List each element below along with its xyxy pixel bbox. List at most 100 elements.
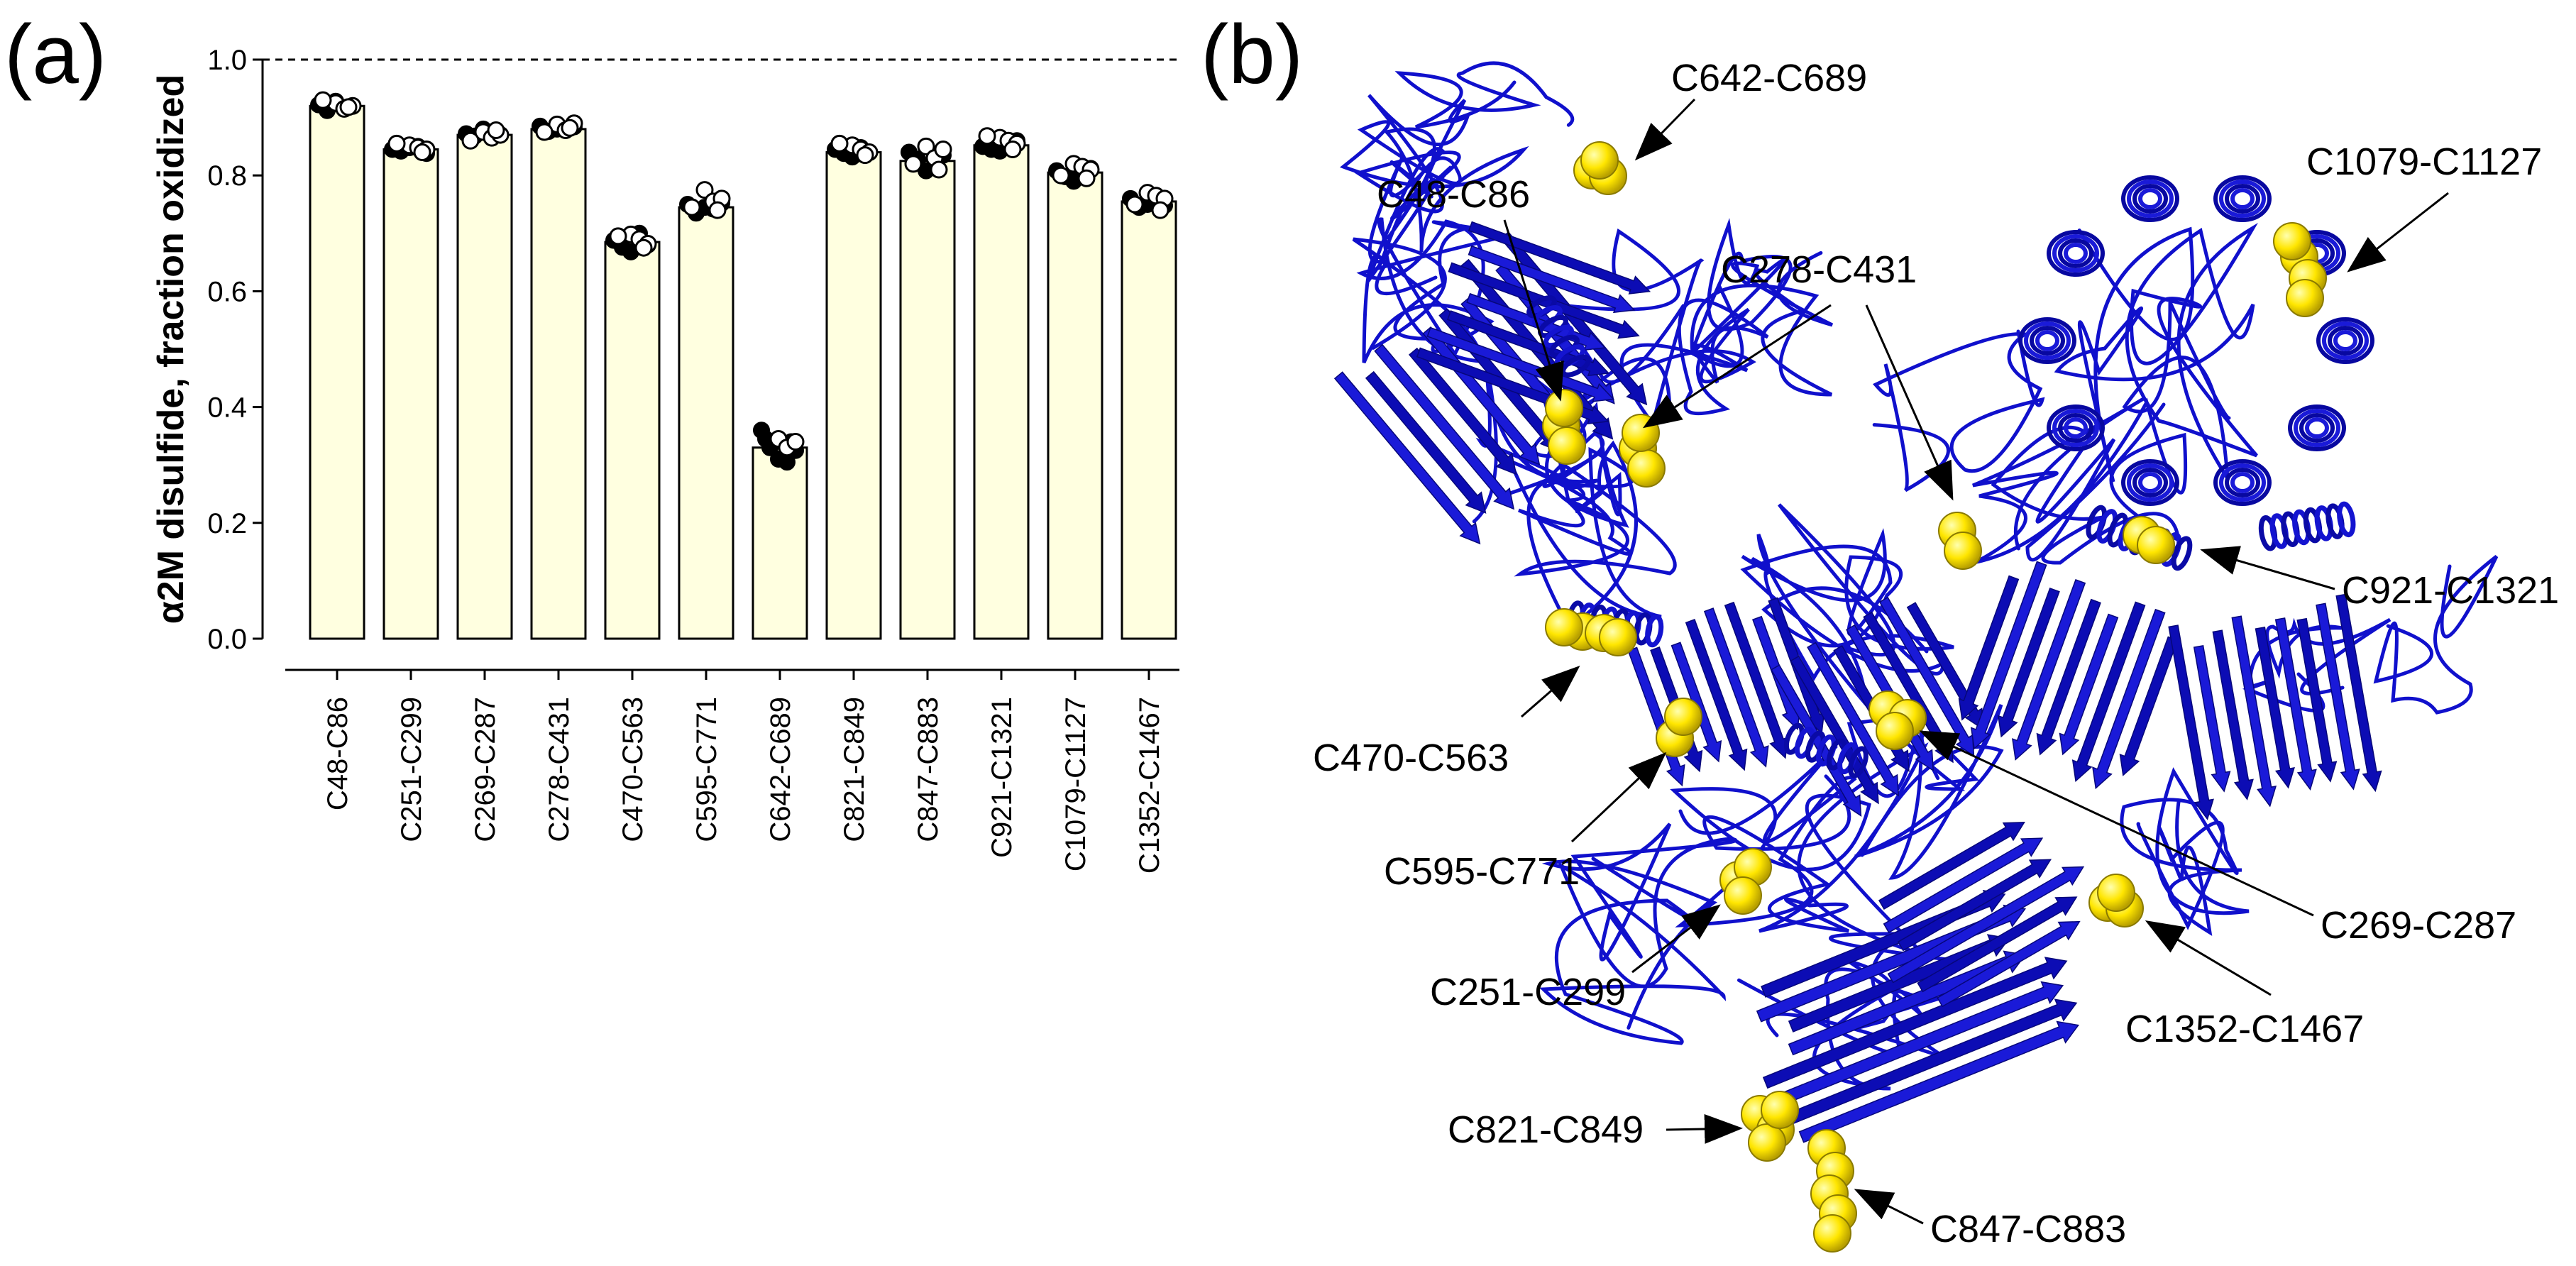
beta-strand xyxy=(1784,998,2078,1126)
bar-C921-C1321 xyxy=(973,144,1030,640)
x-tick-label-C278-C431: C278-C431 xyxy=(544,697,575,842)
point-open xyxy=(609,227,627,246)
x-tick-label-C1079-C1127: C1079-C1127 xyxy=(1060,697,1091,871)
beta-strand xyxy=(2296,617,2338,783)
chart-points xyxy=(310,91,1174,471)
point-open xyxy=(487,121,505,140)
structure-label-C470-C563: C470-C563 xyxy=(1313,737,1509,779)
point-open xyxy=(830,134,849,153)
beta-strand xyxy=(2071,601,2146,782)
beta-strand xyxy=(1883,837,2044,934)
helix-ring xyxy=(2064,417,2088,439)
x-tick-label-C48-C86: C48-C86 xyxy=(322,697,353,810)
sphere-C1079-C1127 xyxy=(2273,222,2311,260)
bar-C847-C883 xyxy=(899,160,956,640)
helix-ring xyxy=(2121,175,2179,222)
alpha-helix xyxy=(1526,295,1591,378)
helix-ring xyxy=(2288,404,2346,451)
bar-C821-C849 xyxy=(825,151,882,640)
helix-ring xyxy=(2058,413,2093,443)
point-open xyxy=(786,433,805,451)
helix-ring xyxy=(2305,417,2329,439)
panel-label-b: (b) xyxy=(1201,8,1304,101)
alpha-helix xyxy=(2258,501,2356,551)
beta-sheet xyxy=(1958,561,2179,790)
beta-strand xyxy=(1906,602,1984,730)
beta-strand xyxy=(1703,607,1769,768)
point-open xyxy=(1125,195,1144,214)
helix-cross-section xyxy=(2121,459,2179,506)
point-open xyxy=(930,160,948,179)
bar-C269-C287 xyxy=(456,133,513,640)
helix-cross-section xyxy=(2213,175,2272,222)
helix-ring xyxy=(2322,321,2369,360)
beta-strand xyxy=(1970,561,2047,750)
beta-strand xyxy=(1724,601,1789,759)
beta-strand xyxy=(1937,920,2081,1008)
beta-strand xyxy=(1887,866,2085,984)
helix-ring xyxy=(2225,468,2260,497)
beta-strand xyxy=(2059,613,2119,756)
point-open xyxy=(413,143,431,162)
helix-cross-section xyxy=(2316,317,2374,364)
beta-strand xyxy=(2212,629,2254,800)
point-open xyxy=(904,155,923,173)
beta-strand xyxy=(2316,602,2360,791)
bar-C470-C563 xyxy=(604,241,661,640)
beta-strand xyxy=(1365,370,1487,514)
bar-C1352-C1467 xyxy=(1121,200,1177,640)
helix-ring xyxy=(2035,330,2059,351)
point-open xyxy=(387,134,406,153)
helix-cross-section xyxy=(2288,404,2346,451)
coil xyxy=(1394,61,1575,129)
helix-ring xyxy=(2064,243,2088,264)
bar-chart: 0.0 0.2 0.4 0.6 0.8 1.0 α2M disulfide, fractio… xyxy=(150,45,1179,874)
arrow-C278-C431 xyxy=(1865,304,1954,501)
structure-label-C1352-C1467: C1352-C1467 xyxy=(2125,1008,2364,1050)
sphere-C1352-C1467 xyxy=(2097,874,2135,912)
y-tick-label: 0.8 xyxy=(207,160,247,192)
disulfide-annotations: C642-C689 C48-C86 C278-C431 C1079-C1127 C921… xyxy=(1313,57,2559,1250)
sphere-C251-C299 xyxy=(1724,876,1762,915)
beta-strand xyxy=(1788,934,2010,1033)
beta-strand xyxy=(2274,617,2317,791)
helix-ring xyxy=(2052,234,2099,273)
x-tick-label-C595-C771: C595-C771 xyxy=(691,697,722,842)
point-open xyxy=(634,238,653,257)
sphere-C847-C883 xyxy=(1813,1214,1851,1253)
x-tick-label-C821-C849: C821-C849 xyxy=(839,697,870,842)
coil xyxy=(2120,767,2250,936)
arrow-C269-C287 xyxy=(1919,730,2314,917)
sphere-C278-C431-a xyxy=(1627,449,1666,488)
beta-strand xyxy=(1897,859,2052,952)
structure-label-C1079-C1127: C1079-C1127 xyxy=(2306,141,2542,183)
helix-turn xyxy=(1848,746,1868,778)
x-tick-label-C251-C299: C251-C299 xyxy=(396,697,427,842)
beta-strand xyxy=(2012,578,2086,761)
beta-strand xyxy=(1771,664,1862,817)
sphere-C642-C689 xyxy=(1580,141,1619,180)
beta-strand xyxy=(1807,642,1900,797)
y-tick-label: 0.4 xyxy=(207,392,247,424)
beta-strand xyxy=(2255,626,2295,789)
ribbon-cartoon xyxy=(1333,61,2499,1143)
beta-strand xyxy=(2193,645,2231,793)
sphere-C821-C849 xyxy=(1761,1091,1799,1129)
point-open xyxy=(708,201,727,219)
beta-strand xyxy=(1468,245,1636,314)
point-open xyxy=(561,119,579,137)
sphere-C269-C287 xyxy=(1876,712,1914,750)
beta-strand xyxy=(1878,596,1975,757)
helix-ring xyxy=(2219,463,2266,502)
point-open xyxy=(917,137,935,155)
helix-ring xyxy=(2018,317,2076,364)
beta-sheet xyxy=(2168,593,2382,820)
bar-C1079-C1127 xyxy=(1047,171,1103,640)
helix-ring xyxy=(2316,317,2374,364)
chart-bars xyxy=(309,104,1177,640)
sphere-C470-C563 xyxy=(1599,618,1637,656)
beta-strand xyxy=(1790,655,1879,805)
point-open xyxy=(934,140,952,158)
helix-ring xyxy=(2294,409,2340,447)
structure-label-C847-C883: C847-C883 xyxy=(1930,1208,2126,1250)
